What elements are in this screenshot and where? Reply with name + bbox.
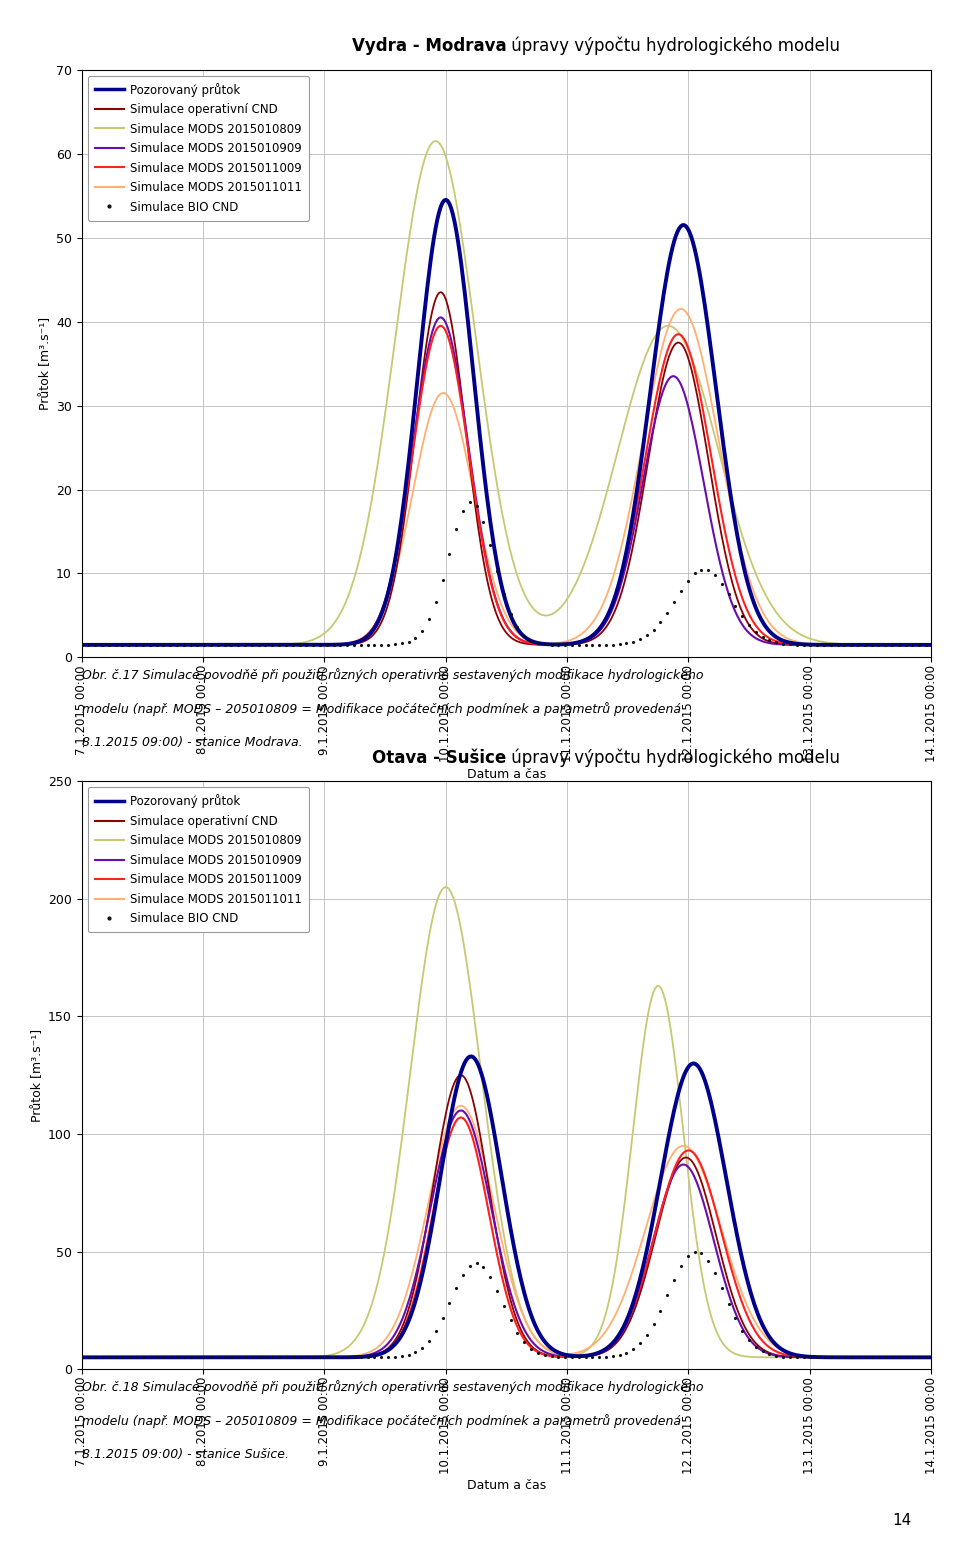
Text: modelu (např. MODS – 205010809 = Modifikace počátečních podmínek a parametrů pro: modelu (např. MODS – 205010809 = Modifik… [82, 702, 681, 716]
Text: Vydra - Modrava: Vydra - Modrava [351, 37, 507, 56]
X-axis label: Datum a čas: Datum a čas [467, 767, 546, 781]
Legend: Pozorovaný průtok, Simulace operativní CND, Simulace MODS 2015010809, Simulace M: Pozorovaný průtok, Simulace operativní C… [87, 787, 309, 933]
Text: 8.1.2015 09:00) - stanice Modrava.: 8.1.2015 09:00) - stanice Modrava. [82, 736, 302, 749]
X-axis label: Datum a čas: Datum a čas [467, 1479, 546, 1493]
Text: 14: 14 [893, 1513, 912, 1528]
Text: Obr. č.18 Simulace povodňě při použití různých operativně sestavených modifikace: Obr. č.18 Simulace povodňě při použití r… [82, 1380, 703, 1394]
Text: úpravy výpočtu hydrologického modelu: úpravy výpočtu hydrologického modelu [507, 749, 840, 767]
Y-axis label: Průtok [m³.s⁻¹]: Průtok [m³.s⁻¹] [38, 317, 52, 410]
Text: Obr. č.17 Simulace povodňě při použití různých operativně sestavených modifikace: Obr. č.17 Simulace povodňě při použití r… [82, 668, 703, 682]
Legend: Pozorovaný průtok, Simulace operativní CND, Simulace MODS 2015010809, Simulace M: Pozorovaný průtok, Simulace operativní C… [87, 76, 309, 221]
Y-axis label: Průtok [m³.s⁻¹]: Průtok [m³.s⁻¹] [31, 1029, 44, 1122]
Text: 8.1.2015 09:00) - stanice Sušice.: 8.1.2015 09:00) - stanice Sušice. [82, 1448, 289, 1460]
Text: úpravy výpočtu hydrologického modelu: úpravy výpočtu hydrologického modelu [507, 37, 840, 56]
Text: modelu (např. MODS – 205010809 = Modifikace počátečních podmínek a parametrů pro: modelu (např. MODS – 205010809 = Modifik… [82, 1414, 681, 1428]
Text: Otava - Sušice: Otava - Sušice [372, 749, 507, 767]
